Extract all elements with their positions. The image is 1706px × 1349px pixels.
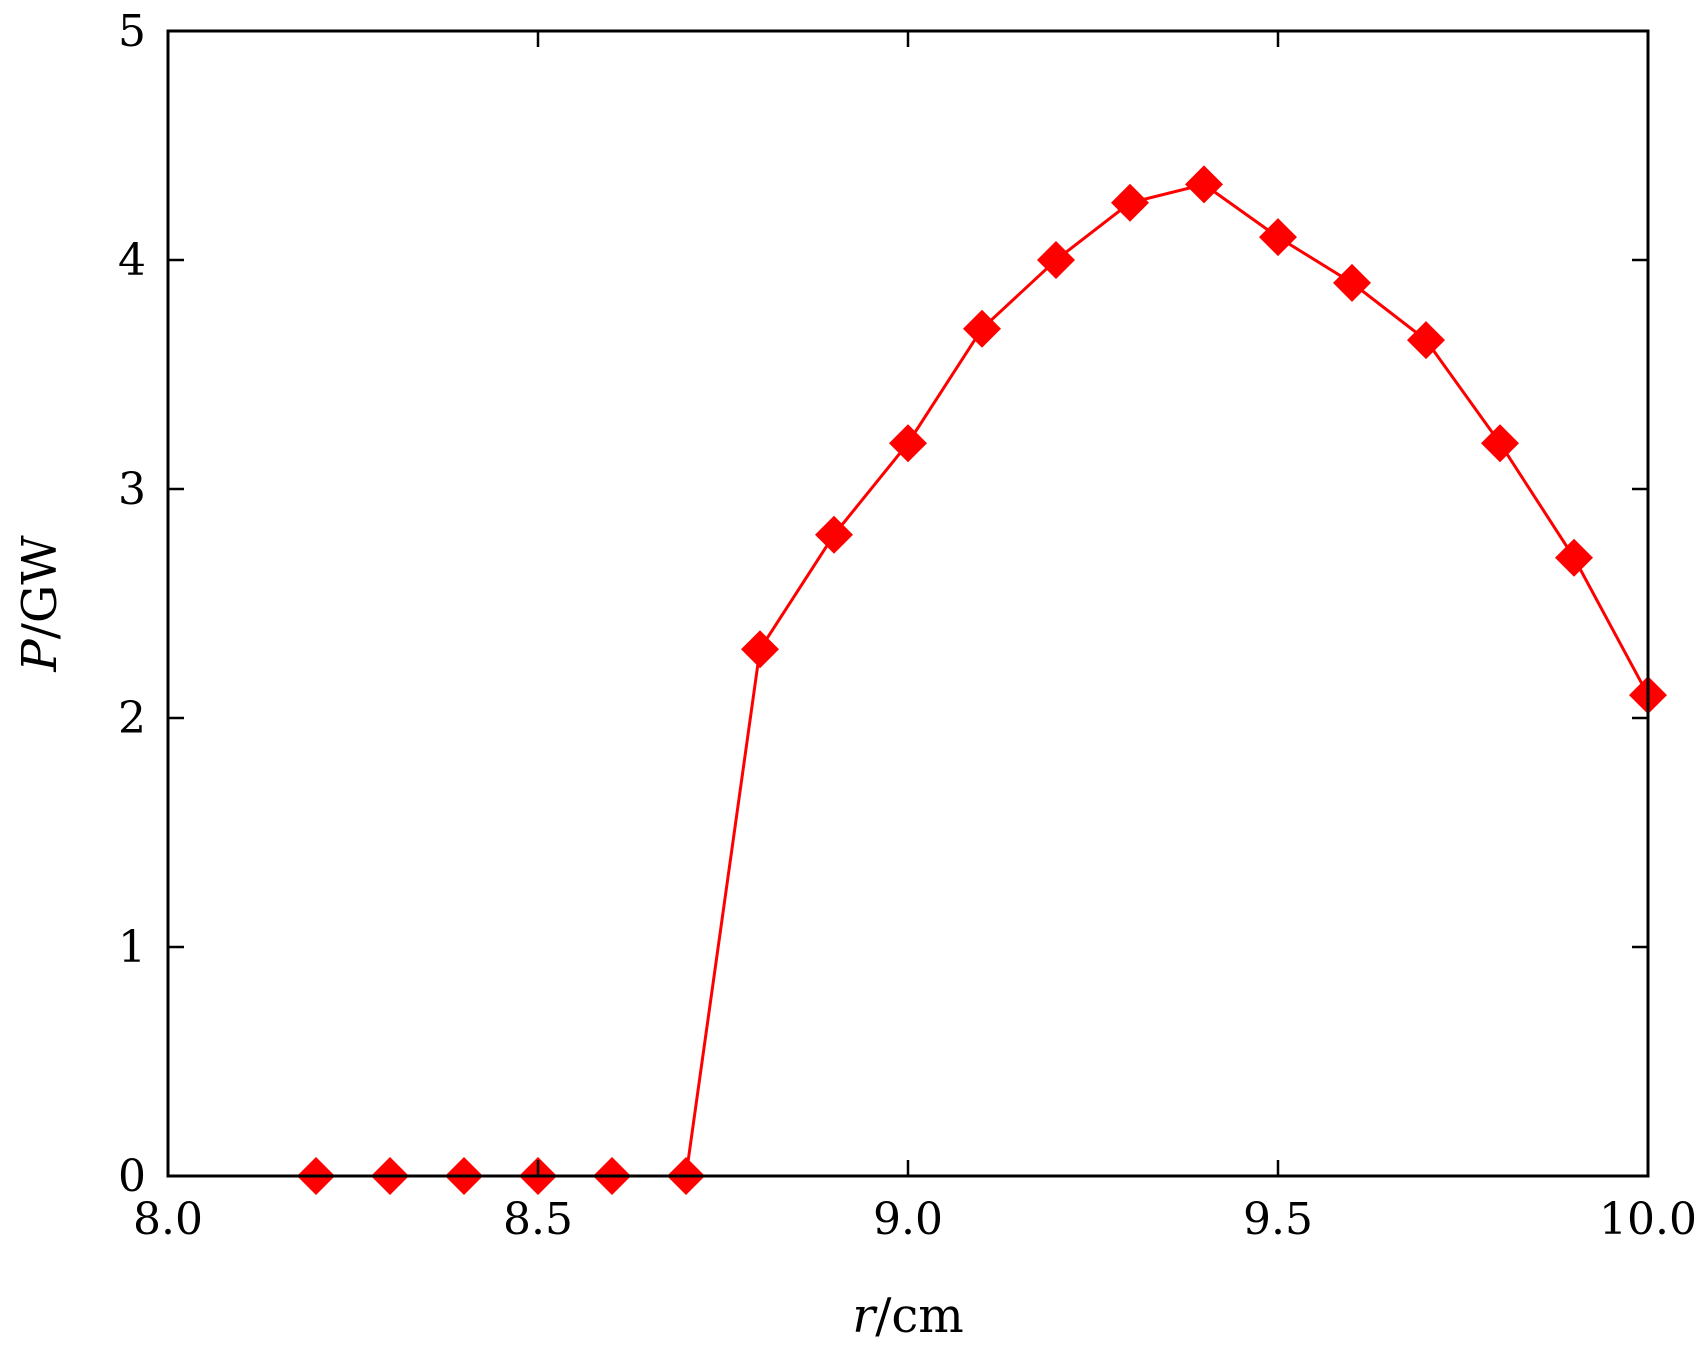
x-axis: 8.0 8.5 9.0 9.5 10.0 [133,31,1697,1245]
data-point-marker [963,309,1001,348]
data-point-marker [815,515,853,554]
y-axis-label-var: P [12,639,68,673]
y-tick-label: 2 [118,693,146,744]
y-axis-label: P/GW [12,535,68,673]
data-point-marker [1481,424,1519,463]
data-point-marker [741,630,779,669]
x-tick-label: 9.0 [873,1194,943,1245]
data-point-marker [1259,218,1297,257]
data-point-marker [1555,538,1593,577]
y-axis-label-unit: /GW [12,535,68,640]
series-layer [297,165,1667,1195]
x-tick-label: 10.0 [1599,1194,1697,1245]
data-point-marker [1407,321,1445,360]
x-axis-label: r/cm [852,1288,964,1344]
x-axis-label-unit: /cm [875,1288,964,1344]
y-axis: 0 1 2 3 4 5 [118,6,1648,1202]
data-point-marker [1111,183,1149,222]
x-axis-label-var: r [852,1288,878,1344]
x-tick-label: 8.0 [133,1194,203,1245]
data-point-marker [889,424,927,463]
x-tick-label: 9.5 [1243,1194,1313,1245]
y-tick-label: 4 [118,235,146,286]
data-point-marker [1037,241,1075,279]
y-tick-label: 1 [118,922,146,973]
y-tick-label: 0 [118,1151,146,1202]
x-tick-label: 8.5 [503,1194,573,1245]
data-point-marker [1333,263,1371,302]
data-point-marker [1185,165,1223,204]
y-tick-label: 5 [118,6,146,57]
plot-frame [166,29,1650,1178]
y-tick-label: 3 [118,464,146,515]
